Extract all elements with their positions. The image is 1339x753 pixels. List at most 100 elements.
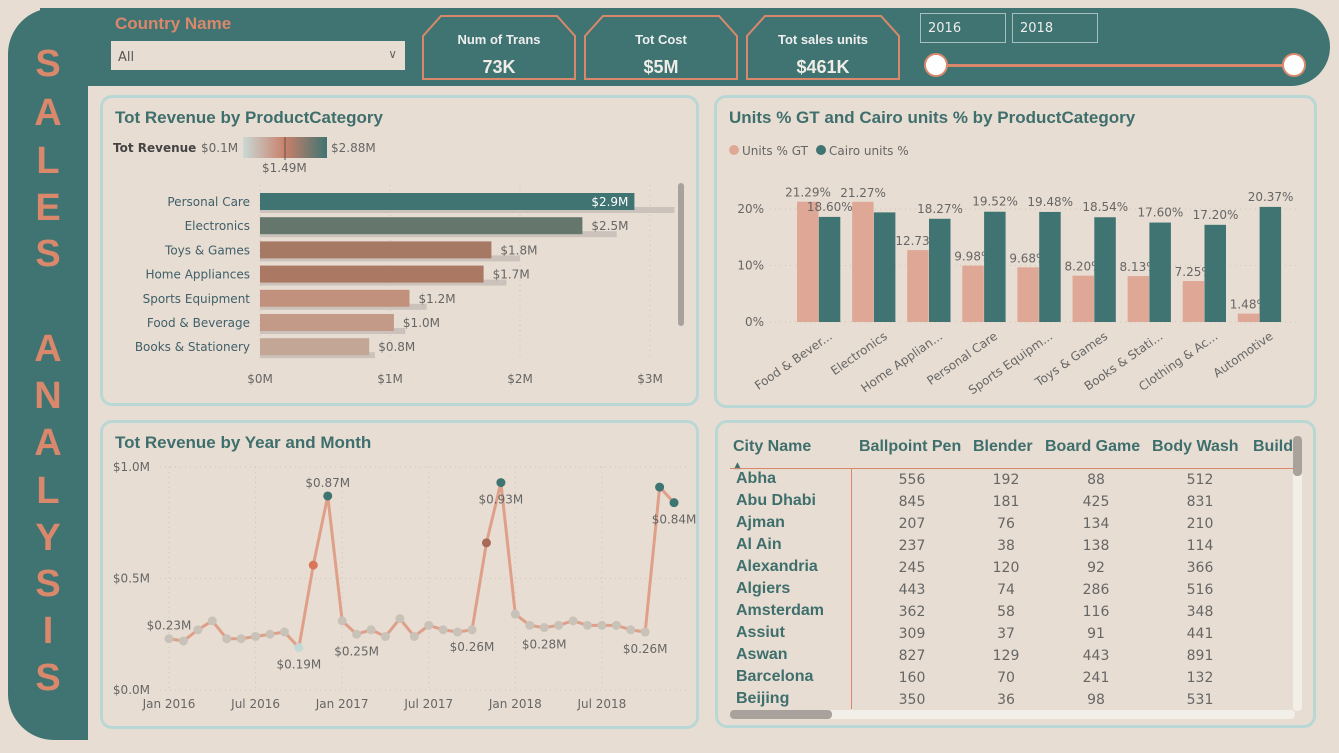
- x-tick-label: Jan 2017: [315, 697, 369, 711]
- column: [1237, 313, 1260, 322]
- side-title-letter: S: [35, 657, 61, 699]
- column: [1039, 211, 1061, 322]
- city-name-cell: Aswan: [736, 646, 788, 663]
- data-point: [539, 623, 549, 633]
- city-name-cell: Beijing: [736, 690, 790, 707]
- year-slider-start-handle[interactable]: [924, 53, 948, 77]
- column: [1017, 267, 1039, 322]
- data-point: [366, 625, 376, 635]
- kpi-value: 73K: [482, 57, 516, 77]
- city-name-cell: Abu Dhabi: [736, 492, 816, 509]
- data-label: 21.29%: [785, 186, 831, 200]
- data-point: [669, 498, 679, 508]
- table-cell: 443: [1082, 648, 1110, 664]
- data-point: [380, 631, 390, 641]
- column: [907, 250, 929, 322]
- y-tick-label: 20%: [737, 202, 764, 216]
- city-name-cell: Al Ain: [736, 536, 782, 553]
- kpi-title: Num of Trans: [457, 32, 541, 47]
- column-header[interactable]: Build: [1253, 438, 1293, 455]
- data-point: [164, 634, 174, 644]
- city-matrix-panel: City Name Ballpoint Pen Blender Board Game B…: [715, 420, 1316, 728]
- column-header[interactable]: Body Wash: [1152, 438, 1239, 455]
- city-name-cell: Ajman: [736, 514, 785, 531]
- data-point: [265, 629, 275, 639]
- kpi-value: $461K: [796, 57, 850, 77]
- data-point: [424, 620, 434, 630]
- x-tick-label: $2M: [507, 372, 533, 386]
- column-header[interactable]: Ballpoint Pen: [859, 438, 962, 455]
- table-cell: 129: [992, 648, 1020, 664]
- year-start-input[interactable]: 2016: [920, 13, 1006, 43]
- data-label: $0.26M: [623, 642, 668, 656]
- data-point: [525, 620, 535, 630]
- year-end-input[interactable]: 2018: [1012, 13, 1098, 43]
- data-point: [222, 634, 232, 644]
- bar: [260, 265, 484, 283]
- side-banner: [8, 8, 88, 740]
- data-label: 18.54%: [1082, 200, 1128, 214]
- table-cell: 210: [1186, 516, 1214, 532]
- data-point: [568, 616, 578, 626]
- vertical-scrollbar[interactable]: [1293, 436, 1302, 711]
- category-label: Books & Stationery: [135, 340, 250, 354]
- data-point: [178, 636, 188, 646]
- data-label: 20.37%: [1248, 190, 1294, 204]
- category-label: Food & Bever...: [752, 329, 835, 393]
- y-tick-label: $1.0M: [113, 460, 150, 474]
- table-cell: 88: [1087, 472, 1105, 488]
- data-point: [323, 491, 333, 501]
- data-label: 9.68%: [1009, 251, 1047, 265]
- data-point: [207, 616, 217, 626]
- data-point: [352, 629, 362, 639]
- data-label: $0.84M: [652, 513, 697, 527]
- legend-label: Units % GT: [742, 144, 809, 158]
- table-cell: 74: [997, 582, 1015, 598]
- side-title-letter: N: [34, 375, 62, 417]
- year-slider-end-handle[interactable]: [1282, 53, 1306, 77]
- y-tick-label: $0.5M: [113, 572, 150, 586]
- sort-ascending-icon[interactable]: ▲: [734, 461, 741, 471]
- country-dropdown[interactable]: All ∨: [111, 41, 405, 70]
- scrollbar-thumb[interactable]: [730, 710, 832, 719]
- kpi-title: Tot sales units: [777, 32, 869, 47]
- table-cell: 36: [997, 692, 1015, 708]
- column-header[interactable]: Board Game: [1045, 438, 1141, 455]
- table-cell: 516: [1186, 582, 1214, 598]
- category-label: Toys & Games: [164, 243, 250, 257]
- x-tick-label: $3M: [637, 372, 663, 386]
- table-cell: 845: [898, 494, 926, 510]
- table-cell: 98: [1087, 692, 1105, 708]
- data-label: $0.25M: [334, 644, 379, 658]
- bar: [260, 289, 410, 307]
- scrollbar-thumb[interactable]: [1293, 436, 1302, 476]
- x-tick-label: Jul 2017: [403, 697, 453, 711]
- column: [1182, 281, 1205, 322]
- data-point: [236, 634, 246, 644]
- table-cell: 160: [898, 670, 926, 686]
- side-title-letter: A: [34, 422, 62, 464]
- scrollbar-thumb[interactable]: [678, 183, 684, 326]
- side-title-letter: E: [35, 187, 61, 229]
- column-header[interactable]: Blender: [973, 438, 1033, 455]
- table-cell: 350: [898, 692, 926, 708]
- column: [929, 218, 951, 322]
- data-point: [640, 627, 650, 637]
- data-label: $0.28M: [522, 638, 567, 652]
- table-cell: 891: [1186, 648, 1214, 664]
- data-point: [409, 631, 419, 641]
- data-point: [626, 625, 636, 635]
- year-slider-track[interactable]: [936, 64, 1294, 67]
- horizontal-scrollbar[interactable]: [730, 710, 1295, 719]
- table-cell: 116: [1082, 604, 1110, 620]
- data-point: [481, 538, 491, 548]
- data-label: $0.93M: [479, 493, 524, 507]
- bar: [260, 241, 492, 259]
- column: [1149, 222, 1171, 322]
- table-cell: 237: [898, 538, 926, 554]
- data-label: 18.60%: [807, 200, 853, 214]
- data-point: [467, 625, 477, 635]
- column-header[interactable]: City Name: [733, 438, 812, 455]
- data-point: [337, 616, 347, 626]
- side-title-letter: L: [36, 140, 60, 182]
